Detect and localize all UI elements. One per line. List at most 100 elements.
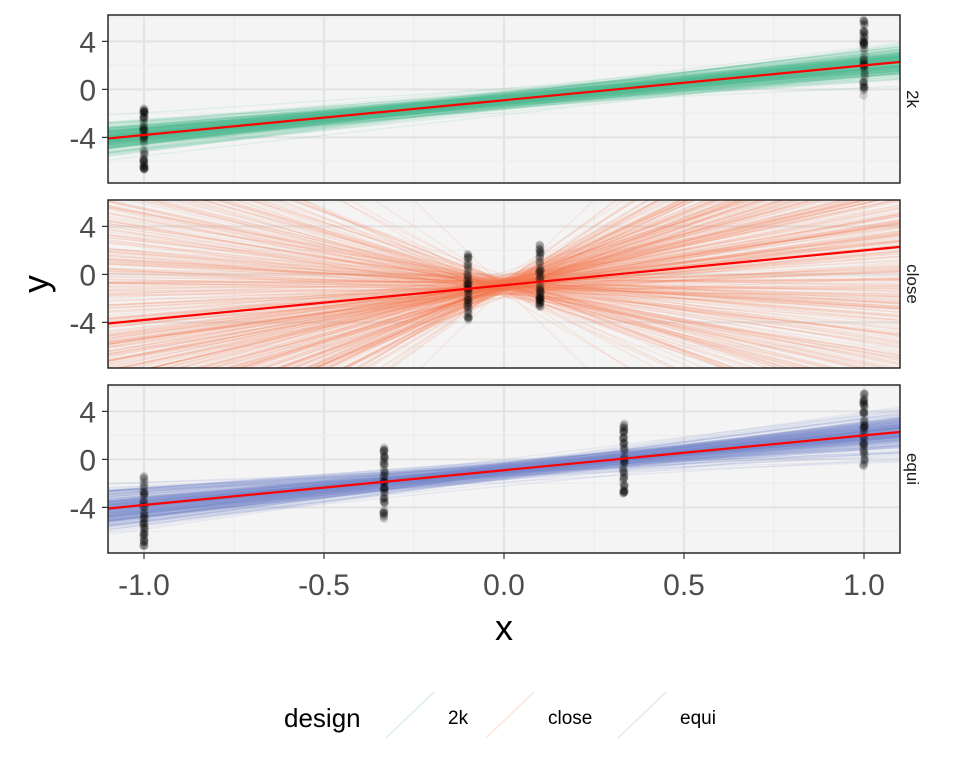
sample-line [108,270,900,293]
sample-line [108,436,900,515]
sample-line [114,200,873,368]
sample-line [108,432,900,512]
data-point [463,261,473,270]
sample-line [108,50,900,153]
sample-line [108,421,900,505]
data-point [619,433,628,443]
sample-line [108,228,900,356]
sample-line [108,54,900,138]
data-point [140,480,149,489]
data-point [859,15,868,25]
data-point [464,278,473,287]
data-point [620,480,629,490]
sample-line [108,64,900,146]
sample-line [108,72,900,142]
data-point [464,299,473,308]
sample-line [108,52,900,137]
sample-line [108,426,900,519]
sample-line [108,60,900,137]
sample-line [108,62,900,143]
data-point [536,245,545,254]
sample-line [108,238,900,354]
sample-line [108,64,900,150]
data-point [859,16,868,25]
data-point [535,248,544,257]
sample-line [174,200,802,368]
data-point [859,446,868,456]
sample-line [108,67,900,128]
data-point [620,486,629,496]
data-point [535,294,544,304]
data-point [535,292,544,302]
data-point [859,26,869,36]
data-point [463,280,473,290]
data-point [140,524,149,534]
data-point [620,471,629,480]
sample-line [108,44,900,150]
data-point [859,460,868,469]
data-point [379,466,389,475]
sample-line [108,438,900,514]
sample-line [274,200,762,368]
sample-line [108,261,900,303]
data-point [536,281,545,290]
sample-line [108,431,900,515]
sample-line [108,444,900,515]
data-point [139,108,149,117]
sample-line [108,412,900,520]
sample-line [108,67,900,129]
data-point [859,41,868,50]
sample-line [108,285,900,294]
sample-line [341,200,689,368]
sample-line [108,460,900,485]
sample-line [108,263,900,298]
data-point [535,242,545,251]
sample-line [259,200,785,368]
data-point [536,250,545,260]
data-point [619,467,628,476]
data-point [860,40,869,49]
data-point [140,509,149,518]
data-point [379,483,389,493]
data-point [618,478,628,488]
sample-line [295,200,751,368]
data-point [379,514,389,523]
sample-line [108,233,900,361]
data-point [860,456,869,466]
data-point [860,17,869,26]
data-point [860,82,869,91]
data-point [463,272,473,281]
data-point [535,245,544,254]
sample-line [108,200,867,368]
sample-line [108,56,900,137]
data-point [535,253,545,262]
data-point [535,244,544,254]
sample-line [108,430,900,504]
sample-line [108,61,900,125]
sample-line [108,227,900,362]
sample-line [108,52,900,144]
data-point [140,536,149,545]
sample-line [108,451,900,508]
data-point [859,83,869,92]
sample-line [108,426,900,519]
data-point [619,488,628,498]
data-point [139,150,149,160]
data-point [619,431,629,440]
panel-border [107,199,901,369]
sample-line [108,282,900,298]
data-point [619,464,628,473]
sample-line [108,437,900,499]
sample-line [108,261,900,327]
sample-line [225,200,749,368]
data-point [140,158,149,167]
data-point [860,394,869,404]
sample-line [108,438,900,516]
sample-line [108,73,900,130]
data-point [619,428,628,437]
sample-line [108,424,900,522]
data-point [619,420,629,429]
data-point [140,148,149,157]
data-point [860,37,869,47]
sample-line [108,71,900,146]
